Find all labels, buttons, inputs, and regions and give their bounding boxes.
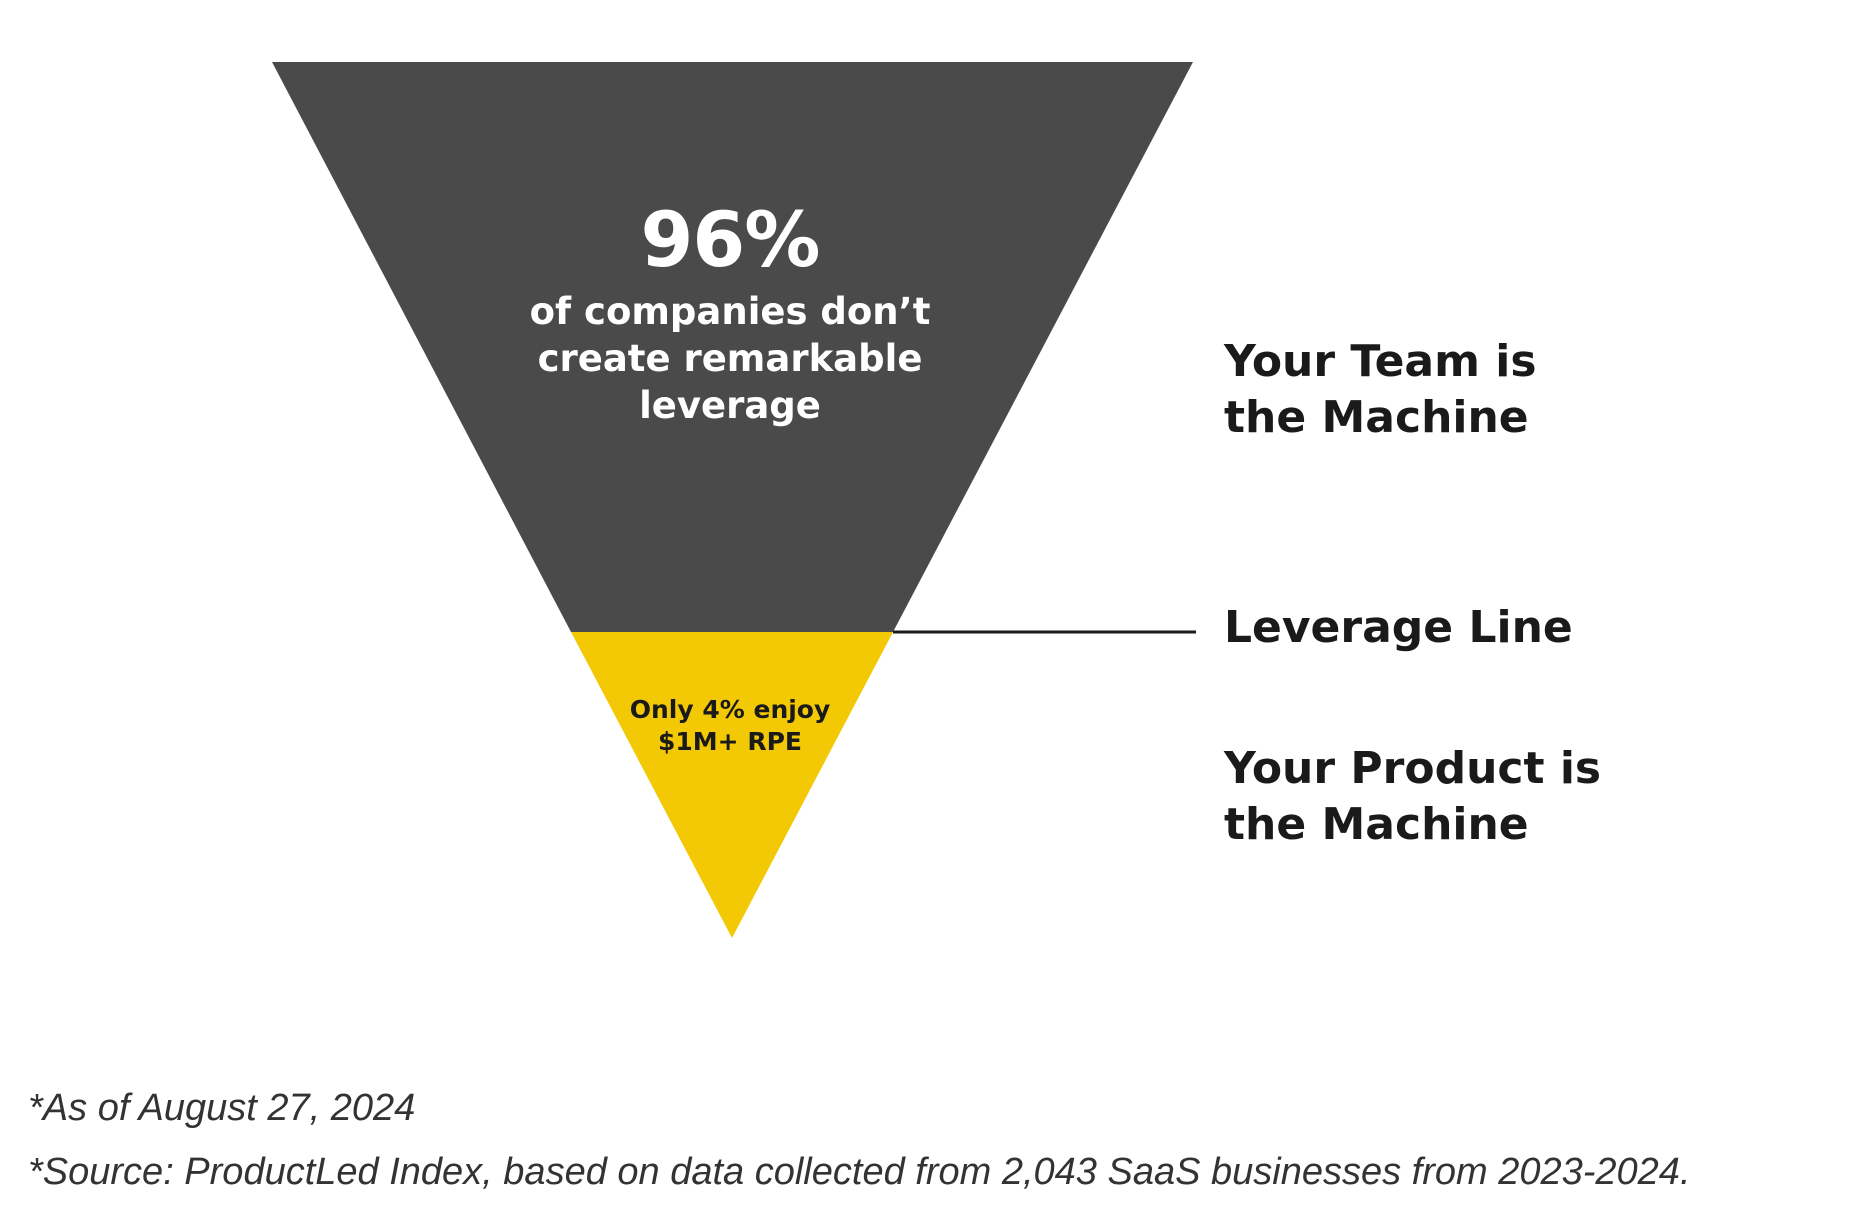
funnel-bottom-section bbox=[571, 632, 893, 938]
label-team-machine: Your Team is the Machine bbox=[1224, 336, 1537, 443]
stat-96-percent: 96% bbox=[640, 195, 821, 284]
label-product-machine: Your Product is the Machine bbox=[1224, 743, 1602, 850]
bottom-section-caption: Only 4% enjoy $1M+ RPE bbox=[629, 695, 831, 756]
top-section-caption: of companies don’t create remarkable lev… bbox=[529, 290, 931, 427]
footnote-source: *Source: ProductLed Index, based on data… bbox=[28, 1151, 1691, 1193]
footnote-date: *As of August 27, 2024 bbox=[28, 1087, 416, 1129]
funnel-top-section bbox=[272, 62, 1193, 632]
label-leverage-line: Leverage Line bbox=[1224, 602, 1573, 653]
